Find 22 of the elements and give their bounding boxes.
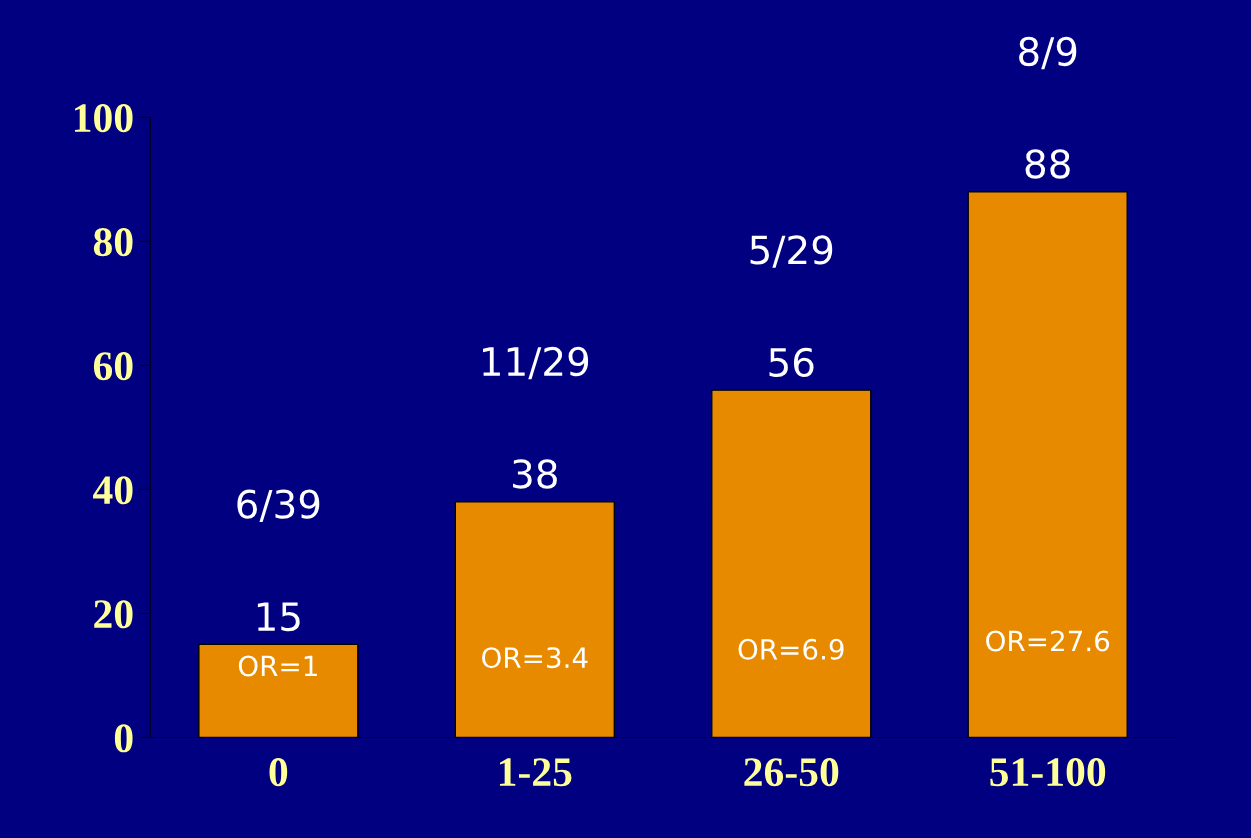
- y-tick-label: 20: [94, 600, 133, 629]
- y-tick-label: 0: [114, 724, 133, 753]
- y-tick-label: 80: [93, 228, 133, 257]
- y-tick-label: 60: [93, 352, 133, 381]
- annotation: 5/29: [750, 235, 833, 268]
- data-label: 15: [257, 602, 300, 632]
- annotation: OR=1: [238, 655, 317, 677]
- annotation: OR=27.6: [986, 630, 1110, 652]
- x-tick-label: 0: [269, 758, 288, 787]
- annotation: 6/39: [237, 489, 320, 522]
- data-label: 56: [769, 347, 814, 378]
- annotation: 11/29: [483, 346, 589, 380]
- text: 8/9: [1019, 36, 1077, 70]
- y-tick-label: 40: [93, 476, 133, 505]
- annotation: OR=6.9: [738, 638, 844, 660]
- x-tick-label: 1-25: [499, 758, 572, 787]
- data-label: 38: [513, 459, 557, 489]
- y-tick-label: 100: [74, 104, 133, 133]
- x-tick-label: 51-100: [990, 758, 1106, 787]
- x-tick-label: 26-50: [744, 758, 839, 787]
- annotation: OR=3.4: [482, 647, 588, 669]
- data-label: 88: [1025, 149, 1070, 179]
